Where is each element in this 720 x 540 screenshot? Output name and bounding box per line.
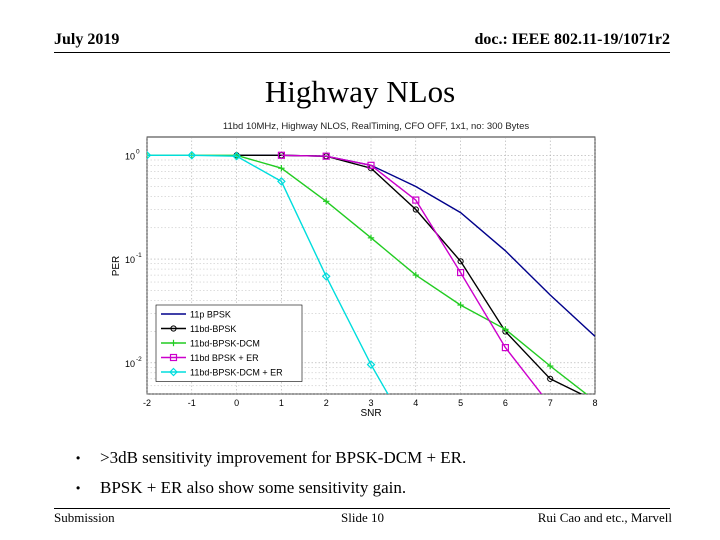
header-date: July 2019 [54, 31, 120, 48]
series-point [457, 258, 464, 265]
series-point [321, 272, 331, 281]
legend-label: 11bd-BPSK-DCM [190, 339, 260, 349]
x-tick-label: 7 [548, 398, 553, 408]
x-tick-label: 1 [279, 398, 284, 408]
series-point [457, 268, 465, 277]
series-point [278, 165, 285, 172]
bullet-item: • >3dB sensitivity improvement for BPSK-… [76, 446, 466, 476]
series-point [412, 196, 420, 204]
header-rule [54, 52, 670, 53]
series-point [232, 151, 241, 161]
footer-submission: Submission [54, 510, 115, 525]
series-point [187, 150, 197, 160]
legend-label: 11bd-BPSK [190, 324, 236, 334]
series-point [169, 367, 178, 377]
bullet-dot: • [76, 451, 81, 465]
series-point [147, 150, 152, 160]
series-point [547, 375, 554, 382]
chart-title: 11bd 10MHz, Highway NLOS, RealTiming, CF… [223, 121, 529, 132]
legend-item: 11bd-BPSK [161, 324, 236, 334]
bullet-dot: • [76, 481, 81, 495]
y-tick-label: 10 [125, 359, 135, 369]
x-tick-label: 2 [324, 398, 329, 408]
series-point [277, 151, 285, 159]
bullet-text: >3dB sensitivity improvement for BPSK-DC… [100, 448, 467, 467]
x-tick-labels: -2 -1 0 1 2 3 4 5 6 7 8 [143, 398, 598, 408]
legend-item: 11p BPSK [161, 310, 231, 320]
x-axis-label: SNR [360, 408, 381, 419]
series-point [412, 271, 419, 279]
x-tick-label: -2 [143, 398, 151, 408]
legend-item: 11bd BPSK + ER [161, 353, 259, 363]
series-point [502, 326, 509, 333]
y-tick-exponent: -2 [136, 356, 142, 363]
legend: 11p BPSK 11bd-BPSK 11bd-BPSK-DCM 11bd BPSK … [155, 304, 303, 382]
legend-item: 11bd-BPSK-DCM [161, 339, 260, 349]
legend-label: 11bd-BPSK-DCM + ER [190, 368, 283, 378]
series-point [367, 234, 375, 242]
header-doc-id: doc.: IEEE 802.11-19/1071r2 [474, 31, 670, 48]
series-point [323, 198, 330, 205]
footer-slide-number: Slide 10 [341, 510, 384, 525]
series-point [412, 206, 419, 213]
x-tick-label: 0 [234, 398, 239, 408]
x-tick-label: -1 [188, 398, 196, 408]
y-axis-label: PER [111, 256, 122, 277]
series-point [367, 161, 375, 169]
series-point [322, 152, 330, 160]
bullet-list: • >3dB sensitivity improvement for BPSK-… [76, 446, 466, 506]
per-chart: 11bd 10MHz, Highway NLOS, RealTiming, CF… [106, 116, 606, 421]
x-tick-label: 8 [592, 398, 597, 408]
series-group [147, 150, 595, 394]
chart-svg: 11bd 10MHz, Highway NLOS, RealTiming, CF… [111, 121, 598, 419]
bullet-text: BPSK + ER also show some sensitivity gai… [100, 478, 407, 497]
slide-title: Highway NLos [264, 74, 456, 109]
bullet-item: • BPSK + ER also show some sensitivity g… [76, 476, 466, 506]
series-point [169, 353, 178, 362]
y-tick-label: 10 [125, 151, 135, 161]
series-point [457, 301, 464, 309]
series-11bd-bpsk-er [277, 151, 543, 394]
series-line [281, 154, 543, 394]
y-tick-label: 10 [125, 255, 135, 265]
series-point [547, 362, 554, 370]
series-11bd-bpsk-dcm-er [147, 150, 389, 394]
series-point [366, 360, 376, 369]
legend-item: 11bd-BPSK-DCM + ER [161, 368, 283, 378]
footer-author: Rui Cao and etc., Marvell [537, 510, 672, 525]
y-tick-exponent: 0 [136, 148, 140, 155]
y-tick-exponent: -1 [136, 252, 142, 259]
footer-rule [54, 508, 670, 509]
series-point [501, 344, 509, 352]
series-point [170, 339, 177, 347]
legend-label: 11bd BPSK + ER [190, 353, 259, 363]
series-line [147, 154, 389, 394]
x-tick-label: 6 [503, 398, 508, 408]
series-point [170, 325, 177, 332]
x-tick-label: 5 [458, 398, 463, 408]
legend-label: 11p BPSK [190, 310, 231, 320]
x-tick-label: 4 [413, 398, 418, 408]
series-point [277, 177, 286, 186]
x-tick-label: 3 [368, 398, 373, 408]
